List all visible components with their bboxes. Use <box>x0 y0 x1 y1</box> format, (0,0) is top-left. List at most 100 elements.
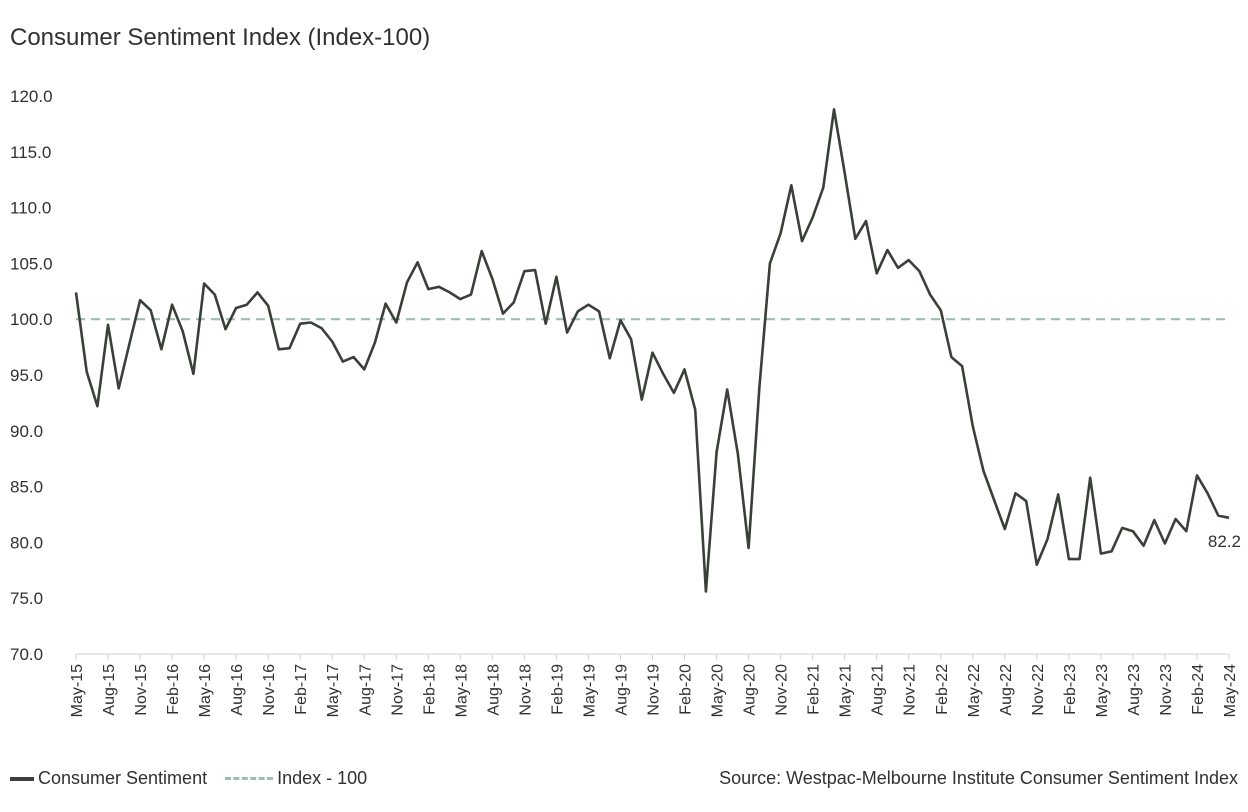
data-point <box>682 366 688 372</box>
data-point <box>767 260 773 266</box>
data-point <box>1215 513 1221 519</box>
y-tick-label: 80.0 <box>10 533 43 552</box>
x-tick-label: Feb-19 <box>549 664 566 715</box>
data-point <box>639 397 645 403</box>
data-point <box>1194 472 1200 478</box>
data-point <box>436 284 442 290</box>
data-point <box>1034 562 1040 568</box>
legend-label-consumer-sentiment: Consumer Sentiment <box>38 768 208 788</box>
data-point <box>201 280 207 286</box>
legend-label-index-100: Index - 100 <box>277 768 368 788</box>
data-point <box>746 545 752 551</box>
data-point <box>938 307 944 313</box>
y-tick-label: 90.0 <box>10 422 43 441</box>
data-point <box>714 449 720 455</box>
consumer-sentiment-series-line <box>74 108 1230 593</box>
data-point <box>617 317 623 323</box>
data-point <box>852 236 858 242</box>
legend-solid-line-swatch <box>10 776 34 781</box>
data-point <box>543 321 549 327</box>
x-tick-label: Nov-22 <box>1030 664 1047 716</box>
x-tick-label: May-18 <box>453 664 470 717</box>
y-tick-label: 120.0 <box>10 87 53 106</box>
data-point <box>948 354 954 360</box>
data-point <box>1173 516 1179 522</box>
data-point <box>788 182 794 188</box>
data-point <box>1066 556 1072 562</box>
data-point <box>126 341 132 347</box>
x-tick-label: May-24 <box>1222 664 1239 717</box>
data-point <box>735 451 741 457</box>
data-point <box>447 289 453 295</box>
x-tick-label: Nov-16 <box>261 664 278 716</box>
y-tick-label: 75.0 <box>10 589 43 608</box>
data-point <box>1141 543 1147 549</box>
x-tick-label: May-22 <box>966 664 983 717</box>
data-point <box>158 346 164 352</box>
data-point <box>1151 517 1157 523</box>
data-point <box>1183 528 1189 534</box>
data-point <box>1119 525 1125 531</box>
x-tick-label: May-23 <box>1094 664 1111 717</box>
data-point <box>564 330 570 336</box>
data-point <box>991 497 997 503</box>
y-tick-label: 110.0 <box>10 199 51 218</box>
data-point <box>340 359 346 365</box>
data-point <box>650 350 656 356</box>
data-point <box>457 296 463 302</box>
x-tick-label: May-20 <box>710 664 727 717</box>
data-point <box>351 354 357 360</box>
data-point <box>884 247 890 253</box>
x-tick-label: Nov-19 <box>646 664 663 716</box>
legend: Consumer Sentiment Index - 100 <box>10 768 385 789</box>
data-point <box>254 289 260 295</box>
legend-item-consumer-sentiment: Consumer Sentiment <box>10 768 207 789</box>
y-tick-label: 70.0 <box>10 645 43 664</box>
x-tick-label: Aug-21 <box>870 664 887 716</box>
x-tick-label: May-19 <box>581 664 598 717</box>
data-point <box>265 303 271 309</box>
x-tick-label: Aug-16 <box>229 664 246 716</box>
data-point <box>521 268 527 274</box>
data-point <box>233 305 239 311</box>
data-point <box>575 308 581 314</box>
data-point <box>671 390 677 396</box>
data-point <box>863 218 869 224</box>
data-point <box>1023 498 1029 504</box>
data-point <box>190 371 196 377</box>
data-point <box>703 589 709 595</box>
data-point <box>361 366 367 372</box>
x-tick-label: Feb-21 <box>806 664 823 715</box>
data-point <box>906 257 912 263</box>
y-tick-label: 105.0 <box>10 254 53 273</box>
data-point <box>404 279 410 285</box>
data-point <box>137 297 143 303</box>
x-tick-label: Feb-23 <box>1062 664 1079 715</box>
x-tick-label: May-21 <box>838 664 855 717</box>
x-tick-label: Feb-16 <box>165 664 182 715</box>
data-point <box>831 106 837 112</box>
data-point <box>1087 475 1093 481</box>
x-tick-label: Nov-15 <box>133 664 150 716</box>
x-tick-label: Aug-23 <box>1126 664 1143 716</box>
data-point <box>94 403 100 409</box>
data-point <box>607 355 613 361</box>
x-tick-label: May-17 <box>325 664 342 717</box>
x-tick-label: Nov-21 <box>902 664 919 716</box>
data-point <box>468 292 474 298</box>
data-point <box>585 302 591 308</box>
data-point <box>1002 526 1008 532</box>
last-value-label: 82.2 <box>1208 532 1241 551</box>
data-point <box>1205 490 1211 496</box>
legend-item-index-100: Index - 100 <box>225 768 367 789</box>
data-point <box>287 345 293 351</box>
chart-title: Consumer Sentiment Index (Index-100) <box>10 24 431 51</box>
data-point <box>874 270 880 276</box>
data-point <box>820 185 826 191</box>
x-tick-label: Feb-17 <box>293 664 310 715</box>
data-point <box>778 230 784 236</box>
data-point <box>692 407 698 413</box>
x-tick-label: Feb-24 <box>1190 664 1207 715</box>
y-tick-label: 100.0 <box>10 310 53 329</box>
data-point <box>756 385 762 391</box>
